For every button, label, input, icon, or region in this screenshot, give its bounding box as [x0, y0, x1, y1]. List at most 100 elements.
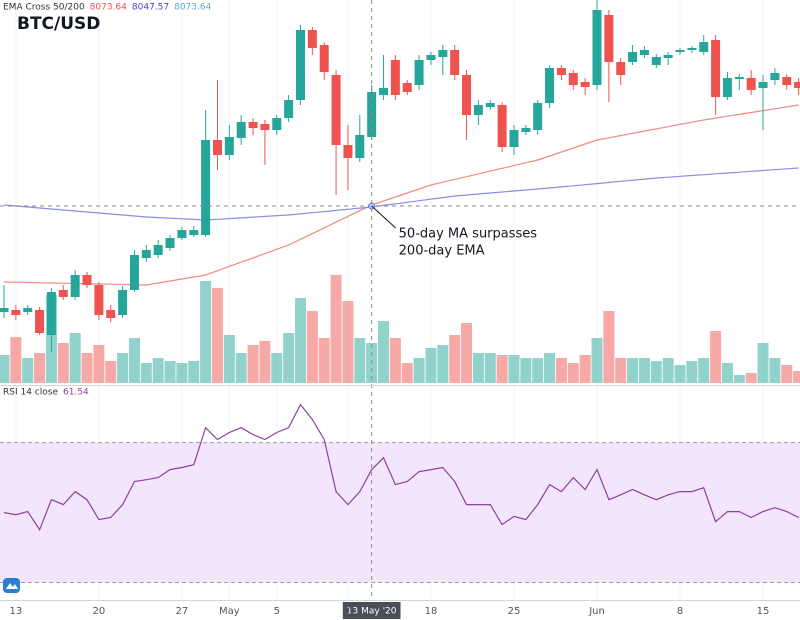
candle-body	[556, 68, 566, 75]
volume-bar	[401, 363, 413, 383]
x-tick-label: 20	[93, 606, 106, 617]
candle-body	[485, 103, 495, 107]
volume-bar	[484, 353, 496, 383]
volume-bar	[378, 321, 390, 383]
volume-bar	[603, 311, 615, 383]
candle-body	[497, 105, 507, 147]
candle-body	[165, 238, 175, 248]
x-tick-label: 5	[274, 606, 280, 617]
x-tick-label: May	[219, 606, 240, 617]
volume-bar	[461, 323, 473, 383]
candle-body	[319, 45, 329, 72]
volume-bar	[686, 361, 698, 383]
annotation: 50-day MA surpasses	[399, 227, 538, 242]
volume-bar	[413, 358, 425, 383]
candle-body	[260, 124, 270, 130]
volume-bar	[508, 355, 520, 383]
candle-body	[70, 275, 80, 297]
volume-bar	[128, 338, 140, 383]
candle-body	[236, 122, 246, 138]
x-tick-label: 25	[508, 606, 521, 617]
candle-body	[355, 135, 365, 158]
annotation: 200-day EMA	[399, 244, 485, 259]
candle-body	[94, 285, 104, 315]
chart-title: BTC/USD	[17, 14, 100, 34]
rsi-pane	[0, 403, 800, 584]
candle-body	[651, 57, 661, 65]
volume-bar	[318, 338, 330, 383]
candle-body	[331, 75, 341, 145]
candle-body	[35, 310, 45, 333]
volume-bar	[259, 341, 271, 383]
volume-bar	[271, 353, 283, 383]
candle-body	[11, 310, 21, 315]
candle-body	[153, 245, 163, 255]
volume-bar	[354, 338, 366, 383]
volume-bar	[721, 363, 733, 383]
candle-body	[663, 55, 673, 58]
candle-body	[296, 30, 305, 100]
candle-body	[794, 82, 800, 88]
x-tick-label: 15	[757, 606, 770, 617]
crosshair-label-box	[342, 602, 401, 619]
rsi-line	[3, 403, 799, 531]
rsi-value: 61.54	[63, 388, 89, 398]
candle-body	[687, 48, 697, 50]
volume-bar	[437, 345, 449, 383]
volume-bar	[10, 337, 22, 383]
volume-bar	[295, 298, 306, 383]
x-tick-label: 18	[425, 606, 438, 617]
candle-body	[343, 145, 353, 158]
volume-bar	[781, 365, 793, 383]
candle-body	[462, 75, 472, 115]
volume-bar	[22, 358, 34, 383]
volume-bar	[81, 353, 93, 383]
volume-bar	[34, 353, 46, 383]
volume-bar	[105, 361, 117, 383]
candle-body	[675, 50, 685, 52]
volume-bar	[544, 353, 556, 383]
labels: EMA Cross 50/200 BTC/USD RSI 14 close 80…	[3, 3, 770, 617]
volume-bar	[745, 373, 757, 383]
volume-bar	[757, 343, 769, 383]
candle-body	[106, 310, 116, 318]
x-tick-label: 11	[342, 606, 355, 617]
volume-bar	[710, 331, 722, 383]
ema-line	[3, 167, 799, 221]
candle-body	[129, 255, 139, 290]
volume-bar	[638, 358, 650, 383]
candle-body	[533, 103, 543, 130]
volume-bar	[615, 358, 627, 383]
candle-body	[604, 15, 614, 62]
candle-body	[509, 130, 519, 147]
crosshair-label: 13 May '20	[347, 607, 397, 617]
candle-body	[580, 82, 590, 87]
volume-bar	[247, 345, 259, 383]
volume-bar	[342, 301, 354, 383]
rsi-label: RSI 14 close	[3, 388, 58, 398]
candle-body	[379, 88, 389, 95]
x-tick-label: 13	[9, 606, 22, 617]
volume-bar	[674, 365, 686, 383]
candle-body	[628, 52, 638, 62]
volume-bar	[117, 353, 129, 383]
candle-body	[438, 50, 448, 57]
candle-body	[189, 230, 199, 235]
candle-body	[141, 250, 151, 258]
logo	[3, 578, 20, 593]
volume-bar	[591, 338, 603, 383]
candle-body	[734, 77, 744, 79]
volume-bar	[472, 353, 484, 383]
volume-bar	[555, 358, 567, 383]
volume-bar	[769, 358, 781, 383]
candle-body	[568, 73, 578, 85]
candle-body	[284, 100, 294, 118]
candle-body	[248, 122, 258, 128]
volume-bar	[520, 358, 532, 383]
volume-bar	[211, 288, 223, 383]
x-tick-label: 8	[677, 606, 683, 617]
volume-bar	[188, 361, 200, 383]
